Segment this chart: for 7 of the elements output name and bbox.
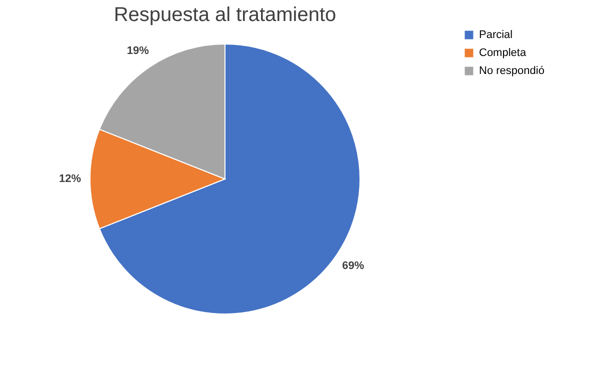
data-label: 12% <box>58 173 82 185</box>
chart-title: Respuesta al tratamiento <box>114 4 336 26</box>
data-label: 19% <box>126 44 150 57</box>
legend-label: Completa <box>479 47 527 59</box>
legend-label: No respondió <box>479 65 544 77</box>
legend-label: Parcial <box>479 29 513 41</box>
data-label: 69% <box>342 260 364 272</box>
